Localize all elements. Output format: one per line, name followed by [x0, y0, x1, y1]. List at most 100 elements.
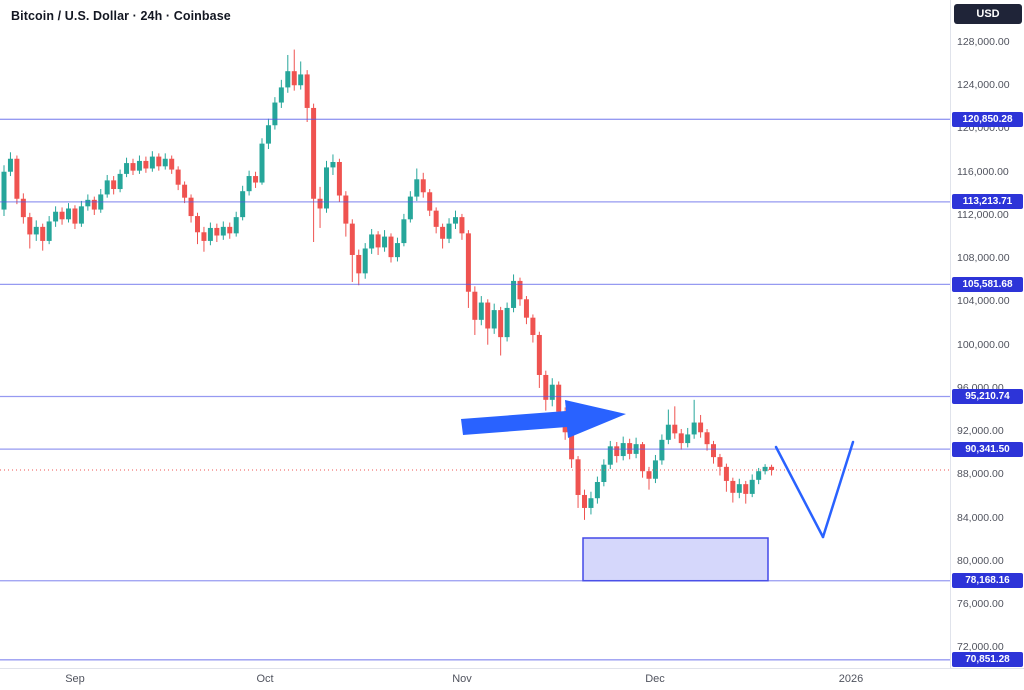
price-axis[interactable]: USD 128,000.00 124,000.00 120,000.00 116,00… [950, 0, 1024, 668]
candle-body [382, 236, 388, 248]
currency-usd-button[interactable]: USD [954, 4, 1022, 24]
time-axis-label: Oct [256, 673, 274, 685]
candle-body [478, 302, 484, 320]
candle-body [40, 226, 46, 241]
price-tick-label: 112,000.00 [957, 208, 1009, 221]
candle-body [530, 317, 536, 335]
symbol-title[interactable]: Bitcoin / U.S. Dollar · 24h · Coinbase [8, 8, 234, 24]
candle-body [762, 466, 768, 472]
chart-pane[interactable]: Bitcoin / U.S. Dollar · 24h · Coinbase [0, 0, 950, 668]
candle-body [156, 156, 162, 167]
price-tick-label: 104,000.00 [957, 295, 1010, 308]
candle-body [556, 384, 562, 412]
candlestick-chart[interactable] [0, 0, 950, 668]
price-level-badge[interactable]: 90,341.50 [952, 441, 1023, 457]
candle-body [485, 302, 491, 329]
candle-body [569, 432, 575, 460]
price-level-badge[interactable]: 95,210.74 [952, 388, 1023, 404]
price-tick-label: 100,000.00 [957, 338, 1010, 351]
candle-body [111, 180, 117, 190]
candle-body [607, 446, 613, 465]
candle-body [511, 280, 517, 308]
candle-body [420, 179, 426, 193]
candle-body [388, 236, 394, 258]
candle-body [678, 433, 684, 444]
price-level-badge[interactable]: 105,581.68 [952, 276, 1023, 292]
time-axis[interactable]: Sep Oct Nov Dec 2026 [0, 668, 1024, 690]
candle-body [233, 217, 239, 234]
candle-body [304, 74, 310, 108]
candle-body [20, 198, 26, 218]
v-pattern-line[interactable] [821, 440, 855, 539]
candle-body [53, 211, 59, 222]
candle-body [394, 243, 400, 258]
price-zone-rect[interactable] [582, 537, 769, 582]
candle-body [614, 446, 620, 457]
candle-body [298, 74, 304, 86]
time-axis-label: Dec [645, 673, 665, 685]
candle-body [143, 160, 149, 169]
candle-body [640, 444, 646, 472]
candle-body [491, 310, 497, 329]
candle-body [594, 482, 600, 499]
candle-body [588, 498, 594, 508]
candle-body [59, 211, 65, 220]
candle-body [549, 384, 555, 400]
v-pattern-line[interactable] [774, 445, 825, 539]
candle-body [575, 459, 581, 495]
candle-body [207, 227, 213, 241]
candle-body [582, 494, 587, 508]
candle-body [201, 232, 207, 241]
candle-body [401, 219, 407, 244]
candle-body [104, 180, 110, 195]
candle-body [330, 162, 336, 168]
candle-body [259, 143, 265, 183]
candle-body [162, 158, 168, 167]
candle-body [46, 221, 52, 241]
candle-body [375, 234, 381, 248]
candle-body [465, 233, 471, 292]
candle-body [349, 223, 355, 255]
candle-body [730, 480, 736, 493]
arrow-drawing[interactable] [461, 400, 626, 438]
candle-body [659, 439, 665, 461]
price-level-badge[interactable]: 113,213.71 [952, 194, 1023, 210]
price-tick-label: 72,000.00 [957, 641, 1004, 654]
candle-body [27, 217, 33, 235]
candle-body [33, 226, 39, 235]
candle-body [523, 299, 529, 318]
candle-body [536, 334, 542, 375]
candle-body [66, 208, 71, 220]
candle-body [698, 422, 704, 433]
candle-body [336, 162, 342, 196]
price-tick-label: 88,000.00 [957, 468, 1004, 481]
candle-body [91, 199, 97, 210]
candle-body [362, 248, 368, 274]
candle-body [227, 226, 233, 234]
candle-body [324, 167, 329, 209]
price-level-badge[interactable]: 70,851.28 [952, 652, 1023, 668]
candle-body [220, 226, 226, 236]
price-tick-label: 108,000.00 [957, 252, 1010, 265]
price-tick-label: 128,000.00 [957, 36, 1010, 48]
candle-body [711, 444, 716, 458]
price-level-badge[interactable]: 78,168.16 [952, 573, 1023, 589]
candle-body [498, 310, 504, 338]
time-axis-label: Sep [65, 673, 85, 685]
candle-body [117, 173, 123, 190]
candle-body [356, 254, 362, 274]
candle-body [175, 169, 181, 185]
candle-body [446, 223, 452, 239]
price-tick-label: 80,000.00 [957, 554, 1004, 567]
time-axis-label: 2026 [838, 673, 864, 685]
candle-body [78, 206, 84, 224]
candle-body [543, 374, 549, 400]
candle-body [652, 460, 658, 479]
candle-body [717, 457, 723, 467]
candle-body [743, 484, 749, 494]
candle-body [704, 432, 710, 445]
candle-body [459, 217, 465, 234]
candle-body [195, 216, 200, 233]
price-level-badge[interactable]: 120,850.28 [952, 111, 1023, 127]
